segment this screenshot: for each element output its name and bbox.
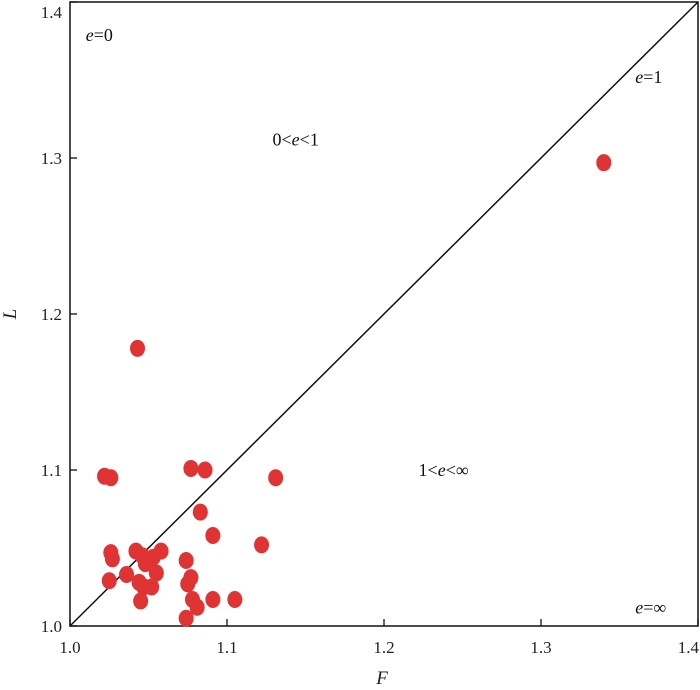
data-point: [101, 572, 117, 590]
annotation-e0: e=0: [86, 25, 113, 45]
data-point: [183, 459, 199, 477]
data-point: [119, 566, 135, 584]
data-point: [178, 551, 194, 569]
y-tick-label: 1.3: [41, 149, 62, 168]
data-point: [205, 527, 221, 545]
y-tick-label: 1.4: [41, 3, 63, 22]
annotation-e01: 0<e<1: [273, 130, 319, 150]
annotation-e1inf: 1<e<∞: [419, 460, 469, 480]
x-tick-label: 1.0: [59, 638, 80, 657]
data-point: [103, 469, 119, 487]
y-axis-title: L: [0, 309, 21, 321]
data-point: [197, 461, 213, 479]
region-annotations: e=0 e=1 0<e<1 1<e<∞ e=∞: [86, 25, 667, 618]
x-tick-label: 1.4: [678, 638, 700, 657]
data-point: [205, 590, 221, 608]
annotation-e1: e=1: [635, 67, 662, 87]
data-point: [268, 469, 284, 487]
y-tick-label: 1.1: [41, 461, 62, 480]
data-point: [192, 503, 208, 521]
annotation-einf: e=∞: [635, 598, 666, 618]
x-tick-label: 1.3: [530, 638, 551, 657]
plot-area: [69, 1, 699, 627]
data-point: [104, 550, 120, 568]
x-axis-title: F: [375, 668, 388, 689]
data-point: [254, 536, 270, 554]
reference-line-e1: [69, 1, 699, 627]
data-point: [130, 339, 146, 357]
data-point: [227, 590, 243, 608]
data-point: [133, 592, 149, 610]
x-tick-label: 1.2: [373, 638, 394, 657]
data-point: [596, 154, 612, 172]
data-point: [189, 598, 205, 616]
data-point: [144, 578, 160, 596]
data-point: [148, 564, 164, 582]
x-tick-label: 1.1: [216, 638, 237, 657]
data-points: [97, 154, 612, 627]
axis-ticks: 1.0 1.1 1.2 1.3 1.4 1.0 1.1 1.2 1.3 1.4: [41, 1, 700, 657]
data-point: [153, 542, 169, 560]
y-tick-label: 1.0: [41, 617, 62, 636]
y-tick-label: 1.2: [41, 305, 62, 324]
data-point: [180, 575, 196, 593]
data-point: [178, 609, 194, 627]
